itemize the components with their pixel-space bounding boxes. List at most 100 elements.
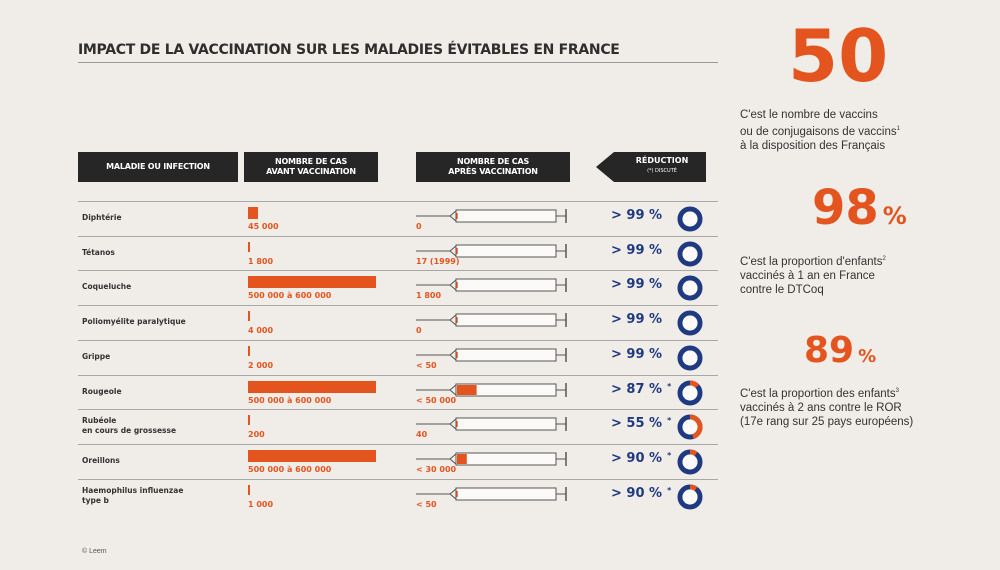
stat-description-line: contre le DTCoq — [740, 283, 886, 297]
stat-number: 50 — [788, 14, 888, 98]
stat-value: 98 — [812, 180, 879, 236]
header-after-line2: APRÈS VACCINATION — [448, 167, 538, 176]
reduction-value: > 90 % * — [611, 451, 671, 466]
before-value: 2 000 — [248, 360, 274, 370]
after-value: 1 800 — [416, 291, 442, 301]
before-value: 4 000 — [248, 326, 274, 336]
header-before: NOMBRE DE CAS AVANT VACCINATION — [244, 152, 378, 182]
stat-text: C'est la proportion des enfants — [740, 387, 896, 400]
before-value: 500 000 à 600 000 — [248, 464, 332, 474]
disease-label-line: Oreillons — [82, 455, 120, 465]
reduction-text: > 99 % — [611, 277, 663, 293]
before-bar — [248, 311, 250, 322]
disease-label-line: Coqueluche — [82, 282, 132, 292]
after-value: < 50 — [416, 360, 437, 370]
stat-text: contre le DTCoq — [740, 283, 824, 296]
chart-title: IMPACT DE LA VACCINATION SUR LES MALADIE… — [78, 42, 620, 58]
before-bar — [248, 345, 250, 356]
disease-label: Tétanos — [82, 248, 115, 258]
reduction-donut — [677, 206, 703, 232]
stat-text: C'est la proportion d'enfants — [740, 255, 883, 268]
header-after-line1: NOMBRE DE CAS — [456, 157, 530, 166]
stat-text: vaccinés à 1 an en France — [740, 269, 875, 282]
disease-label-line: Haemophilus influenzae — [82, 485, 184, 495]
disease-label-line: Rubéole — [82, 416, 117, 426]
after-fill — [457, 384, 477, 395]
reduction-value: > 99 % — [611, 277, 662, 292]
before-bar — [248, 241, 250, 252]
syringe-icon — [416, 486, 567, 501]
before-bar — [248, 415, 250, 426]
disease-label: Diphtérie — [82, 213, 122, 223]
after-value: 17 (1999) — [416, 256, 460, 266]
reduction-donut — [677, 414, 703, 440]
stat-text: vaccinés à 2 ans contre le ROR — [740, 401, 902, 414]
before-value: 45 000 — [248, 222, 279, 231]
stat-description: C'est le nombre de vaccins ou de conjugai… — [740, 108, 900, 153]
reduction-value: > 99 % — [611, 208, 662, 223]
stat-percent-sign: % — [858, 346, 877, 367]
stat-description: C'est la proportion des enfants3 vaccinés… — [740, 384, 913, 429]
stat-text: ou de conjugaisons de vaccins — [740, 125, 897, 138]
footnote-mark: 3 — [895, 388, 899, 394]
disease-label: Haemophilus influenzae type b — [82, 486, 183, 506]
disease-label: Rubéole en cours de grossesse — [82, 416, 176, 436]
title-rule — [78, 62, 718, 63]
footnote-mark: 1 — [896, 126, 900, 132]
stat-description-line: ou de conjugaisons de vaccins1 — [740, 122, 900, 139]
reduction-donut — [677, 241, 703, 267]
disease-label: Oreillons — [82, 456, 120, 466]
syringe-icon — [416, 243, 567, 258]
reduction-text: > 90 % — [611, 450, 663, 466]
before-value: 200 — [248, 430, 265, 440]
header-before-line1: NOMBRE DE CAS — [274, 157, 348, 166]
stat-text: (17e rang sur 25 pays européens) — [740, 415, 914, 428]
row-divider — [78, 235, 718, 237]
row-divider — [78, 201, 718, 202]
credit: © Leem — [82, 548, 107, 555]
stat-description-line: à la disposition des Français — [740, 139, 900, 153]
row-divider — [78, 443, 718, 445]
reduction-donut — [677, 345, 703, 371]
disease-label: Coqueluche — [82, 282, 131, 292]
row-divider — [78, 305, 718, 307]
reduction-text: > 99 % — [611, 346, 663, 362]
syringe-icon — [416, 382, 567, 397]
reduction-donut — [677, 275, 703, 301]
stat-description: C'est la proportion d'enfants2 vaccinés à… — [740, 252, 886, 297]
before-value: 500 000 à 600 000 — [248, 291, 332, 301]
header-reduction-label: RÉDUCTION — [635, 156, 689, 165]
header-disease: MALADIE OU INFECTION — [78, 152, 238, 182]
reduction-value: > 90 % * — [611, 486, 671, 501]
before-bar — [248, 380, 376, 393]
disputed-mark: * — [667, 416, 672, 426]
after-fill — [457, 453, 467, 464]
before-value: 500 000 à 600 000 — [248, 395, 332, 405]
disease-label-line: Diphtérie — [82, 213, 122, 222]
syringe-icon — [416, 209, 567, 223]
reduction-value: > 99 % — [611, 243, 662, 258]
reduction-value: > 99 % — [611, 347, 662, 362]
row-divider — [78, 478, 718, 480]
stat-text: à la disposition des Français — [740, 139, 886, 152]
row-divider — [78, 374, 718, 376]
syringe-icon — [416, 347, 567, 362]
before-bar — [248, 276, 376, 289]
row-divider — [78, 409, 718, 411]
stat-description-line: (17e rang sur 25 pays européens) — [740, 415, 913, 429]
stat-percent-sign: % — [882, 202, 907, 230]
reduction-text: > 99 % — [611, 208, 663, 223]
reduction-text: > 55 % — [611, 416, 663, 432]
header-reduction: RÉDUCTION (*) DISCUTÉ — [596, 152, 706, 182]
disease-label-line: Tétanos — [82, 247, 115, 257]
before-bar — [248, 484, 250, 495]
reduction-donut — [677, 310, 703, 336]
disease-label-line: Poliomyélite paralytique — [82, 317, 186, 327]
reduction-donut — [677, 484, 703, 510]
reduction-value: > 55 % * — [611, 416, 671, 431]
before-value: 1 000 — [248, 499, 274, 509]
syringe-icon — [416, 278, 567, 293]
row-divider — [78, 270, 718, 272]
after-value: 0 — [416, 222, 422, 231]
before-bar — [248, 449, 376, 462]
